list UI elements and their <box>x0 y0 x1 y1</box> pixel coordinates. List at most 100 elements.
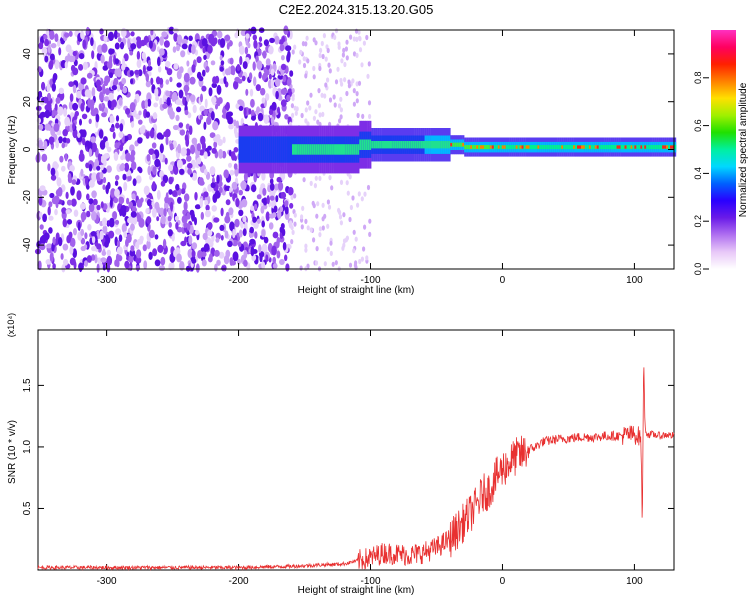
signal-mid-cell <box>258 136 261 163</box>
signal-core-cell <box>668 145 671 150</box>
signal-core-cell <box>660 145 663 150</box>
noise-cell <box>115 253 120 263</box>
noise-cell <box>342 212 346 218</box>
noise-cell <box>204 199 209 206</box>
noise-cell <box>318 226 322 232</box>
snr-panel: -300 -200 -100 0 100 0.5 1.0 1.5 (x10⁴) Height … <box>6 313 675 596</box>
signal-mid-cell <box>246 136 249 163</box>
noise-cell <box>270 68 275 76</box>
noise-cell <box>47 206 51 216</box>
noise-cell <box>47 125 52 131</box>
noise-cell <box>43 96 48 104</box>
noise-cell <box>187 162 193 169</box>
noise-cell <box>152 248 158 257</box>
noise-cell <box>316 119 320 125</box>
signal-mid-cell <box>272 136 275 163</box>
noise-cell <box>76 190 82 201</box>
noise-cell <box>339 96 343 102</box>
signal-core-cell <box>297 144 301 155</box>
signal-core-cell <box>396 141 400 149</box>
noise-cell <box>154 259 161 267</box>
noise-cell <box>253 39 258 49</box>
noise-cell <box>210 182 216 189</box>
noise-cell <box>88 118 92 125</box>
noise-cell <box>203 121 207 130</box>
noise-cell <box>108 230 115 239</box>
noise-cell <box>112 211 118 220</box>
noise-cell <box>168 221 172 228</box>
signal-mid-cell <box>282 136 285 163</box>
noise-cell <box>159 170 164 177</box>
noise-cell <box>115 115 120 122</box>
figure-title: C2E2.2024.315.13.20.G05 <box>279 2 434 17</box>
noise-cell <box>235 197 240 208</box>
noise-cell <box>113 30 118 40</box>
noise-cell <box>86 193 90 201</box>
noise-cell <box>66 138 71 144</box>
noise-cell <box>244 221 248 230</box>
noise-cell <box>121 77 127 85</box>
noise-cell <box>101 112 107 118</box>
noise-cell <box>234 131 239 139</box>
signal-core-cell <box>565 145 568 150</box>
noise-cell <box>237 78 243 84</box>
noise-cell <box>102 217 107 227</box>
noise-cell <box>112 131 116 139</box>
noise-cell <box>109 72 113 79</box>
signal-core-cell <box>329 144 332 155</box>
noise-cell <box>122 57 125 67</box>
noise-cell <box>101 250 107 256</box>
noise-cell <box>247 42 251 49</box>
noise-cell <box>218 149 224 159</box>
noise-cell <box>105 87 110 96</box>
noise-cell <box>243 172 248 182</box>
noise-cell <box>293 193 297 199</box>
noise-cell <box>191 172 198 181</box>
noise-cell <box>203 151 208 160</box>
noise-cell <box>211 147 217 154</box>
noise-cell <box>243 107 247 117</box>
signal-core-cell <box>626 145 629 150</box>
signal-core-cell <box>484 145 487 150</box>
signal-peak-cell <box>519 145 523 149</box>
signal-core-cell <box>416 141 419 149</box>
noise-cell <box>167 229 173 237</box>
noise-cell <box>109 127 115 133</box>
x-tick-label: -100 <box>361 576 381 587</box>
colorbar-tick-label: 0.0 <box>693 263 703 276</box>
noise-cell <box>251 184 257 193</box>
noise-cell <box>233 119 237 127</box>
noise-cell <box>64 116 71 127</box>
noise-cell <box>147 165 152 176</box>
noise-cell <box>65 191 69 199</box>
noise-cell <box>99 91 104 102</box>
noise-cell <box>294 110 298 116</box>
noise-cell <box>54 208 58 216</box>
noise-cell <box>165 79 170 85</box>
signal-core-cell <box>307 144 310 155</box>
noise-cell <box>62 218 68 228</box>
noise-cell <box>107 146 112 153</box>
noise-cell <box>96 257 102 264</box>
noise-cell <box>258 36 263 42</box>
noise-cell <box>41 153 48 163</box>
noise-cell <box>356 112 360 119</box>
noise-cell <box>256 194 262 200</box>
noise-cell <box>280 88 287 95</box>
noise-cell <box>258 71 262 79</box>
noise-cell <box>191 137 198 145</box>
noise-cell <box>68 30 73 37</box>
x-tick-label: -200 <box>229 576 249 587</box>
snr-y-label: SNR (10 * v/v) <box>7 420 18 484</box>
noise-cell <box>273 205 278 213</box>
noise-cell <box>301 41 305 47</box>
noise-cell <box>314 109 318 115</box>
signal-peak-cell <box>476 145 479 149</box>
noise-cell <box>70 186 75 196</box>
signal-core-cell <box>513 145 516 150</box>
noise-cell <box>99 230 104 240</box>
signal-peak-cell <box>618 145 622 149</box>
noise-cell <box>268 109 274 116</box>
noise-cell <box>72 55 76 63</box>
signal-core-cell <box>541 145 544 150</box>
